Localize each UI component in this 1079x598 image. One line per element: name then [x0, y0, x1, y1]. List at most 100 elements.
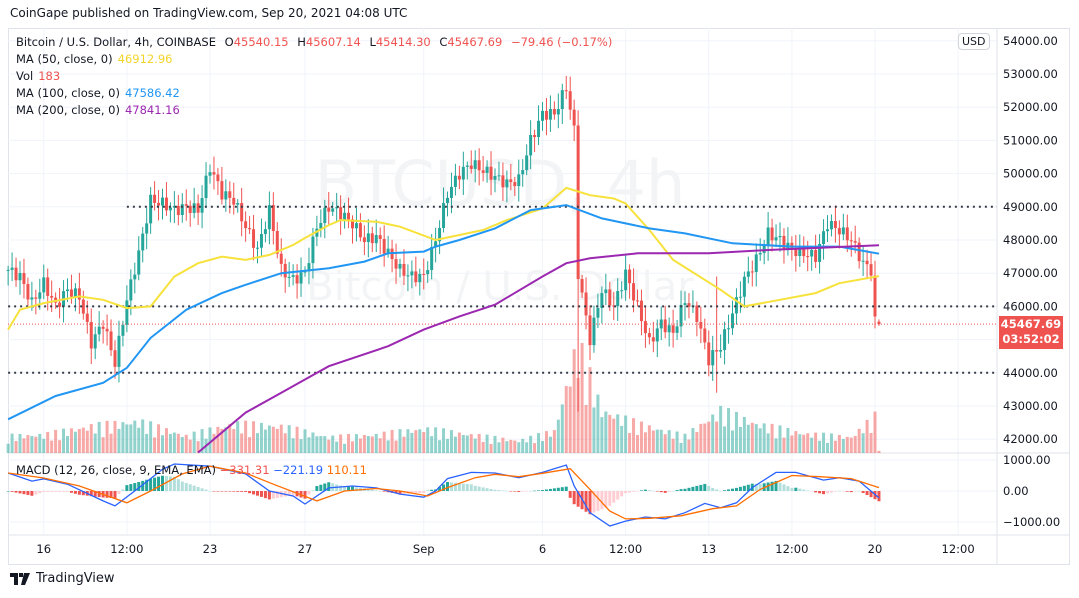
symbol-name[interactable]: Bitcoin / U.S. Dollar, 4h, COINBASE: [16, 35, 216, 49]
moving-average-line-ma100: [7, 204, 880, 421]
candle-body: [370, 233, 374, 244]
macd-histogram-bar: [552, 488, 556, 491]
candle-body: [303, 271, 307, 273]
candle-body: [877, 321, 881, 325]
volume-bar: [394, 440, 398, 453]
candle-body: [750, 271, 754, 273]
volume-bar: [845, 436, 849, 453]
macd-histogram-bar: [806, 490, 810, 492]
ma100-legend[interactable]: MA (100, close, 0) 47586.42: [16, 85, 617, 102]
candle-body: [204, 175, 208, 199]
candle-body: [596, 307, 600, 318]
candle-body: [727, 328, 731, 330]
volume-bar: [378, 438, 382, 453]
macd-histogram-bar: [180, 481, 184, 491]
macd-histogram-bar: [303, 491, 307, 499]
volume-bar: [861, 433, 865, 453]
macd-histogram-bar: [66, 491, 69, 492]
candle-body: [616, 291, 620, 307]
candle-body: [93, 334, 97, 349]
candle-body: [449, 186, 453, 198]
symbol-row: Bitcoin / U.S. Dollar, 4h, COINBASE O455…: [16, 34, 617, 51]
candle-body: [192, 203, 196, 213]
volume-bar: [651, 430, 655, 453]
price-axis-tick: 50000.00: [1003, 167, 1058, 181]
candle-body: [493, 175, 497, 180]
candle-body: [632, 283, 636, 301]
macd-histogram: [6, 475, 881, 515]
volume-bar: [667, 430, 671, 453]
volume-bar: [73, 431, 77, 453]
volume-bar: [244, 420, 248, 453]
candle-body: [295, 275, 299, 284]
currency-button[interactable]: USD: [958, 33, 990, 50]
candle-body: [69, 289, 73, 297]
volume-bar: [699, 423, 703, 453]
candle-body: [180, 204, 184, 215]
volume-bar: [584, 404, 588, 453]
volume-bar: [628, 432, 632, 453]
volume-bar: [259, 422, 263, 453]
macd-legend[interactable]: MACD (12, 26, close, 9, EMA, EMA) −331.3…: [16, 463, 367, 477]
candle-body: [521, 170, 525, 175]
candle-body: [592, 317, 596, 346]
volume-bar: [620, 425, 624, 453]
candle-body: [580, 279, 584, 293]
macd-histogram-bar: [861, 491, 865, 493]
macd-histogram-bar: [877, 491, 881, 502]
macd-line: [7, 463, 880, 527]
candle-body: [402, 263, 406, 276]
macd-histogram-bar: [62, 491, 66, 492]
candle-body: [66, 289, 69, 292]
volume-bar: [161, 435, 164, 453]
candle-body: [331, 208, 335, 212]
macd-histogram-bar: [548, 488, 552, 491]
macd-histogram-bar: [240, 491, 244, 492]
macd-histogram-bar: [121, 489, 125, 491]
candle-body: [501, 175, 505, 188]
volume-bar: [236, 421, 240, 453]
candle-body: [339, 207, 343, 220]
candle-body: [584, 292, 588, 316]
volume-bar: [465, 435, 469, 453]
volume-bar: [442, 428, 446, 453]
candles: [6, 75, 881, 412]
macd-histogram-bar: [746, 484, 750, 491]
macd-histogram-bar: [244, 491, 248, 492]
macd-histogram-bar: [457, 483, 461, 491]
volume-bar: [232, 429, 236, 453]
candle-body: [184, 204, 188, 206]
candle-body: [588, 315, 592, 346]
macd-histogram-bar: [453, 482, 457, 491]
macd-histogram-bar: [489, 488, 493, 491]
macd-histogram-bar: [509, 491, 513, 492]
candle-body: [77, 288, 81, 300]
volume-bar: [469, 434, 473, 453]
volume-bar: [473, 438, 477, 453]
macd-histogram-bar: [93, 491, 97, 497]
macd-histogram-bar: [319, 484, 323, 491]
volume-bar: [556, 419, 560, 453]
candle-body: [176, 205, 180, 215]
volume-legend[interactable]: Vol 183: [16, 68, 617, 85]
bar-countdown: 03:52:02: [1002, 332, 1060, 346]
candle-body: [109, 331, 113, 351]
volume-bar: [129, 424, 133, 453]
ma50-legend[interactable]: MA (50, close, 0) 46912.96: [16, 51, 617, 68]
macd-histogram-bar: [624, 491, 628, 494]
time-axis-tick: 12:00: [110, 542, 143, 556]
macd-histogram-bar: [636, 491, 639, 492]
ma200-legend[interactable]: MA (200, close, 0) 47841.16: [16, 102, 617, 119]
volume-bar: [137, 427, 141, 453]
tradingview-logo[interactable]: TradingView: [10, 571, 115, 586]
time-axis-tick: 20: [868, 542, 883, 556]
time-axis-tick: 23: [203, 542, 218, 556]
macd-histogram-bar: [604, 491, 608, 508]
candle-body: [267, 205, 271, 230]
candle-body: [394, 259, 398, 269]
candle-body: [442, 203, 446, 229]
macd-histogram-bar: [117, 491, 121, 494]
candle-body: [485, 166, 489, 173]
